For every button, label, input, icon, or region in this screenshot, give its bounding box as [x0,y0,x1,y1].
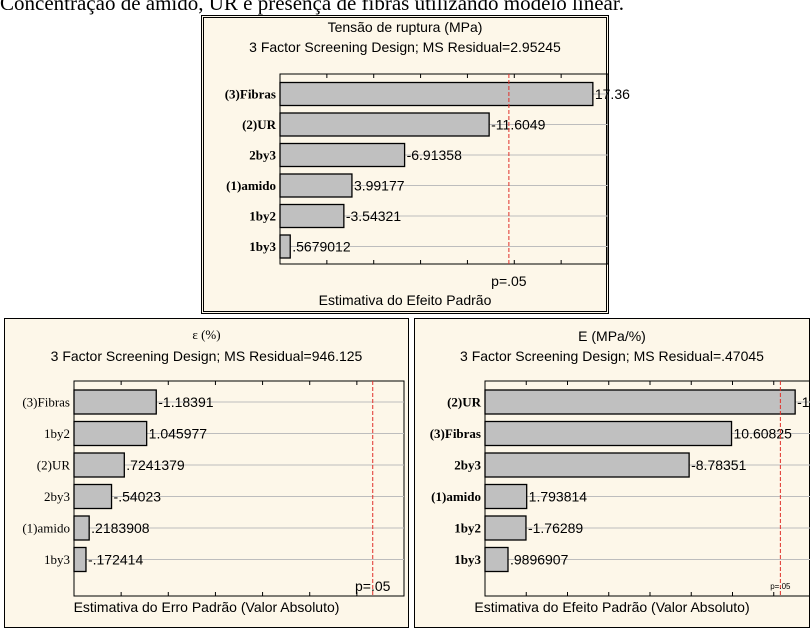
effect-bar [73,389,157,415]
chart-xlabel: Estimativa do Efeito Padrão [318,292,492,308]
value-label: -3.54321 [346,208,401,224]
chart-panel-tensao: Tensão de ruptura (MPa) 3 Factor Screeni… [201,15,630,314]
chart-plot-modulo: (2)UR -13.346 (3)Fibras 10.60825 2by3 -8.7835… [430,380,810,597]
value-label: -13.346 [797,394,810,410]
chart-xlabel: Estimativa do Efeito Padrão (Valor Absol… [474,599,750,615]
effect-bar [279,112,490,137]
effect-bar [279,234,291,259]
effect-bar [484,515,527,541]
effect-bar [279,203,345,229]
chart-xlabel: Estimativa do Erro Padrão (Valor Absolut… [73,599,340,615]
category-label: (3)Fibras [22,395,70,410]
value-label: .7241379 [126,457,185,473]
value-label: 1.045977 [149,426,208,442]
chart-subtitle: 3 Factor Screening Design; MS Residual=2… [249,39,561,55]
category-label: (2)UR [242,117,277,132]
effect-bar [484,546,509,573]
significance-label: p=.05 [770,582,791,591]
chart-panel-epsilon: ε (%) 3 Factor Screening Design; MS Resi… [4,318,409,628]
value-label: -.172414 [88,552,143,568]
effect-bar [279,173,353,198]
value-label: .2183908 [91,520,150,536]
category-label: 1by2 [454,521,481,536]
figure-caption: Concentração de amido, UR e presença de … [0,0,624,15]
value-label: -1.76289 [528,520,583,536]
category-label: 2by3 [454,458,481,473]
value-label: -8.78351 [691,457,746,473]
category-label: 1by2 [249,209,276,224]
value-label: 17.36 [595,86,630,102]
value-label: 3.99177 [354,178,405,194]
category-label: (1)amido [226,178,276,193]
chart-panel-modulo: E (MPa/%) 3 Factor Screening Design; MS … [414,318,810,628]
chart-plot-tensao: (3)Fibras 17.36 (2)UR -11.6049 2by3 -6.91358 (… [225,73,630,289]
value-label: -.54023 [114,489,162,505]
effect-bar [484,483,528,510]
value-label: -1.18391 [158,394,213,410]
category-label: (2)UR [447,395,482,410]
effect-bar [279,142,406,168]
category-label: (3)Fibras [430,426,481,441]
category-label: 1by3 [44,552,70,567]
value-label: .9896907 [510,552,569,568]
effect-bar [73,452,125,478]
chart-plot-epsilon: (3)Fibras -1.18391 1by2 1.045977 (2)UR .72413… [22,380,405,597]
category-label: (2)UR [37,458,71,473]
category-label: (3)Fibras [225,87,276,102]
chart-title: ε (%) [192,327,221,342]
category-label: 2by3 [44,489,70,504]
effect-bar [484,389,796,415]
effect-bar [484,452,690,478]
category-label: 2by3 [249,148,276,163]
value-label: 10.60825 [734,426,793,442]
effect-bar [279,81,594,107]
value-label: 1.793814 [529,489,588,505]
chart-subtitle: 3 Factor Screening Design; MS Residual=9… [50,348,363,364]
value-label: -6.91358 [407,147,462,163]
significance-label: p=.05 [355,578,391,594]
effect-bar [484,420,733,447]
value-label: .5679012 [292,239,351,255]
plot-area-frame [279,73,609,265]
category-label: (1)amido [22,521,70,536]
effect-bar [73,546,87,573]
category-label: 1by3 [454,552,481,567]
category-label: 1by3 [249,239,276,254]
category-label: (1)amido [431,489,481,504]
value-label: -11.6049 [491,117,545,133]
chart-title: Tensão de ruptura (MPa) [327,19,483,35]
effect-bar [73,515,90,541]
significance-label: p=.05 [491,273,527,289]
chart-title: E (MPa/%) [578,328,646,344]
effect-bar [73,483,113,510]
chart-subtitle: 3 Factor Screening Design; MS Residual=.… [460,348,764,364]
effect-bar [73,420,148,447]
category-label: 1by2 [44,426,70,441]
